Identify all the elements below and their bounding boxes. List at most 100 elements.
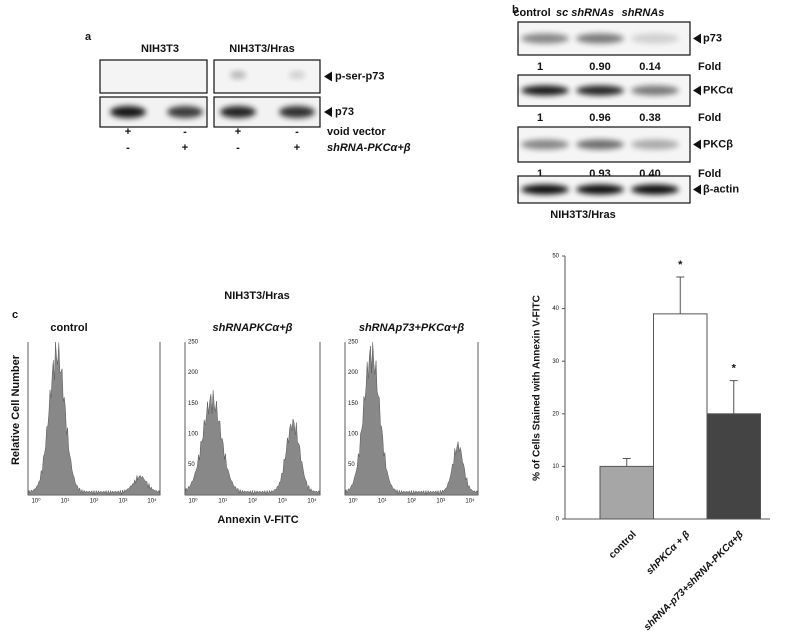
blot-band bbox=[230, 71, 246, 79]
x-tick-label: 10⁴ bbox=[465, 498, 475, 505]
fold-value: 1 bbox=[537, 61, 543, 73]
y-tick-label: 20 bbox=[552, 411, 559, 417]
fold-value: 0.96 bbox=[589, 112, 610, 124]
y-tick-label: 100 bbox=[348, 431, 359, 437]
panel-label: c bbox=[12, 309, 18, 321]
fold-value: 1 bbox=[537, 168, 543, 180]
x-tick-label: 10³ bbox=[119, 499, 128, 505]
blot-band bbox=[279, 106, 315, 118]
y-tick-label: 30 bbox=[552, 359, 559, 365]
x-tick-label: 10³ bbox=[278, 499, 287, 505]
condition-label: shRNA-PKCα+β bbox=[327, 142, 411, 154]
x-tick-label: 10¹ bbox=[218, 499, 227, 505]
fold-value: 0.38 bbox=[639, 112, 660, 124]
column-label: control bbox=[513, 7, 550, 19]
x-tick-label: 10⁰ bbox=[348, 498, 358, 505]
cell-line: NIH3T3/Hras bbox=[229, 43, 294, 55]
sign: + bbox=[182, 142, 188, 154]
blot-band bbox=[289, 71, 305, 79]
histogram bbox=[27, 342, 161, 496]
cell-line: NIH3T3/Hras bbox=[550, 209, 615, 221]
y-axis-label: Relative Cell Number bbox=[10, 354, 22, 465]
y-axis-label: % of Cells Stained with Annexin V-FITC bbox=[532, 295, 543, 481]
blot-band bbox=[521, 85, 569, 96]
blot-band bbox=[521, 139, 569, 150]
blot-band bbox=[576, 184, 624, 195]
blot-band bbox=[576, 139, 624, 150]
fold-label: Fold bbox=[698, 61, 721, 73]
x-tick-label: 10¹ bbox=[378, 499, 387, 505]
x-tick-label: shPKCα + β bbox=[644, 529, 692, 577]
x-tick-label: control bbox=[607, 529, 639, 561]
fold-value: 0.14 bbox=[639, 61, 661, 73]
x-tick-label: 10⁰ bbox=[31, 498, 41, 505]
error-bar bbox=[676, 276, 685, 314]
blot-band bbox=[576, 33, 624, 44]
sign: + bbox=[125, 126, 131, 138]
sign: - bbox=[236, 142, 240, 154]
bar bbox=[706, 413, 761, 520]
column-label: shRNAs bbox=[622, 7, 665, 19]
histogram-title: shRNAp73+PKCα+β bbox=[359, 322, 465, 334]
x-tick-label: 10² bbox=[248, 499, 257, 505]
y-tick-label: 0 bbox=[556, 517, 560, 523]
blot-frame bbox=[99, 59, 208, 94]
x-tick-label: 10⁴ bbox=[147, 498, 157, 505]
blot-label: PKCβ bbox=[703, 138, 733, 150]
x-tick-label: 10² bbox=[407, 499, 416, 505]
y-tick-label: 40 bbox=[552, 306, 559, 312]
y-tick-label: 250 bbox=[188, 340, 199, 346]
y-tick-label: 10 bbox=[552, 464, 559, 470]
blot-band bbox=[521, 33, 569, 44]
blot-label: p-ser-p73 bbox=[335, 70, 385, 82]
panel-label: b bbox=[512, 4, 519, 16]
sign: + bbox=[235, 126, 241, 138]
arrow bbox=[693, 85, 701, 96]
y-tick-label: 150 bbox=[188, 401, 199, 407]
blot-label: p73 bbox=[335, 106, 354, 118]
error-bar bbox=[622, 458, 631, 467]
significance: * bbox=[732, 363, 737, 375]
cell-line: NIH3T3 bbox=[141, 43, 179, 55]
error-bar bbox=[729, 380, 738, 414]
blot-band bbox=[631, 184, 679, 195]
blot-band bbox=[110, 106, 146, 118]
blot-band bbox=[631, 139, 679, 150]
arrow bbox=[693, 139, 701, 150]
x-tick-label: 10⁰ bbox=[188, 498, 198, 505]
y-tick-label: 250 bbox=[348, 340, 359, 346]
x-tick-label: shRNA-p73+shRNA-PKCα+β bbox=[642, 529, 746, 632]
arrow bbox=[324, 107, 332, 117]
histogram bbox=[184, 390, 321, 496]
y-tick-label: 50 bbox=[552, 254, 559, 260]
significance: * bbox=[678, 259, 683, 271]
sign: - bbox=[295, 126, 299, 138]
bar bbox=[599, 465, 654, 520]
histogram-title: shRNAPKCα+β bbox=[213, 322, 293, 334]
arrow bbox=[324, 71, 332, 82]
blot-band bbox=[631, 33, 679, 44]
y-tick-label: 200 bbox=[348, 370, 359, 376]
x-tick-label: 10³ bbox=[436, 499, 445, 505]
y-tick-label: 100 bbox=[188, 431, 199, 437]
fold-value: 1 bbox=[537, 112, 543, 124]
blot-band bbox=[220, 106, 256, 118]
blot-band bbox=[521, 184, 569, 195]
blot-band bbox=[631, 85, 679, 96]
y-tick-label: 200 bbox=[188, 370, 199, 376]
histogram bbox=[344, 341, 479, 496]
column-label: sc shRNAs bbox=[556, 7, 614, 19]
arrow bbox=[693, 184, 701, 195]
fold-label: Fold bbox=[698, 168, 721, 180]
arrow bbox=[693, 33, 701, 44]
y-tick-label: 50 bbox=[348, 462, 355, 468]
sign: - bbox=[126, 142, 130, 154]
y-tick-label: 150 bbox=[348, 401, 359, 407]
blot-band bbox=[576, 85, 624, 96]
condition-label: void vector bbox=[327, 126, 386, 138]
panel-title: NIH3T3/Hras bbox=[224, 290, 289, 302]
histogram-title: control bbox=[50, 322, 87, 334]
blot-label: β-actin bbox=[703, 183, 739, 195]
sign: - bbox=[183, 126, 187, 138]
panel-label: a bbox=[85, 31, 92, 43]
